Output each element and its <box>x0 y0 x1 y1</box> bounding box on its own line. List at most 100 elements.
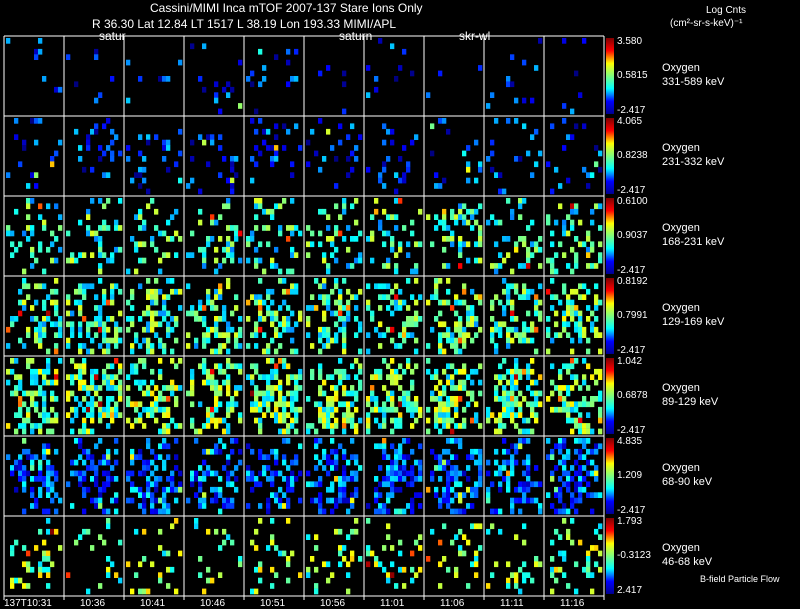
heatmap-cell <box>598 417 603 424</box>
heatmap-cell <box>366 401 371 408</box>
heatmap-cell <box>562 572 567 578</box>
heatmap-cell <box>406 316 411 322</box>
heatmap-cell <box>102 412 107 418</box>
heatmap-cell <box>266 390 271 397</box>
colorbar-max: 0.6100 <box>617 196 648 207</box>
heatmap-cell <box>314 428 319 435</box>
heatmap-cell <box>342 385 347 391</box>
heatmap-cell <box>254 294 259 300</box>
heatmap-cell <box>406 332 411 338</box>
heatmap-cell <box>334 396 339 402</box>
heatmap-cell <box>546 219 551 226</box>
heatmap-cell <box>274 406 279 413</box>
heatmap-cell <box>334 156 339 162</box>
heatmap-cell <box>394 486 399 493</box>
heatmap-cell <box>214 305 219 311</box>
heatmap-cell <box>134 214 139 220</box>
heatmap-cell <box>218 545 223 551</box>
heatmap-cell <box>562 326 567 333</box>
heatmap-cell <box>522 294 527 300</box>
time-label: 10:51 <box>260 598 286 609</box>
heatmap-cell <box>398 374 403 380</box>
heatmap-cell <box>546 316 551 322</box>
heatmap-cell <box>414 268 419 275</box>
heatmap-cell <box>290 246 295 253</box>
heatmap-cell <box>598 252 603 258</box>
heatmap-cell <box>78 374 83 380</box>
heatmap-cell <box>394 305 399 311</box>
heatmap-cell <box>462 219 467 226</box>
heatmap-cell <box>94 54 99 60</box>
heatmap-cell <box>134 241 139 248</box>
heatmap-cell <box>398 396 403 402</box>
heatmap-cell <box>558 390 563 397</box>
heatmap-cell <box>510 310 515 317</box>
heatmap-cell <box>310 374 315 380</box>
heatmap-cell <box>566 134 571 140</box>
heatmap-cell <box>574 438 579 444</box>
heatmap-cell <box>30 503 35 509</box>
heatmap-cell <box>234 476 239 482</box>
heatmap-cell <box>434 406 439 413</box>
heatmap-cell <box>174 423 179 429</box>
heatmap-cell <box>214 497 219 504</box>
species-label: Oxygen 89-129 keV <box>662 381 718 409</box>
heatmap-cell <box>554 385 559 391</box>
heatmap-cell <box>518 497 523 504</box>
heatmap-cell <box>554 268 559 275</box>
heatmap-cell <box>382 139 387 146</box>
heatmap-cell <box>370 257 375 264</box>
heatmap-cell <box>398 412 403 418</box>
heatmap-cell <box>494 459 499 466</box>
heatmap-cell <box>406 321 411 328</box>
heatmap-cell <box>494 508 499 515</box>
heatmap-cell <box>526 263 531 269</box>
heatmap-cell <box>134 528 139 535</box>
heatmap-cell <box>326 128 331 135</box>
heatmap-cell <box>42 508 47 515</box>
heatmap-cell <box>278 278 283 284</box>
heatmap-cell <box>58 246 63 253</box>
heatmap-cell <box>558 374 563 380</box>
heatmap-cell <box>162 438 167 444</box>
heatmap-cell <box>486 583 491 589</box>
heatmap-cell <box>582 326 587 333</box>
heatmap-cell <box>410 70 415 77</box>
heatmap-cell <box>294 428 299 435</box>
heatmap-cell <box>166 252 171 258</box>
heatmap-cell <box>26 454 31 460</box>
heatmap-cell <box>442 118 447 124</box>
heatmap-cell <box>222 246 227 253</box>
heatmap-cell <box>578 310 583 317</box>
heatmap-cell <box>134 337 139 344</box>
heatmap-cell <box>382 508 387 515</box>
heatmap-cell <box>218 236 223 242</box>
heatmap-cell <box>194 518 199 524</box>
heatmap-cell <box>558 443 563 450</box>
heatmap-cell <box>534 396 539 402</box>
heatmap-cell <box>30 252 35 258</box>
heatmap-cell <box>382 123 387 130</box>
heatmap-cell <box>498 252 503 258</box>
heatmap-cell <box>38 332 43 338</box>
heatmap-cell <box>38 118 43 124</box>
heatmap-cell <box>102 294 107 300</box>
heatmap-cell <box>510 326 515 333</box>
heatmap-cell <box>458 348 463 355</box>
heatmap-cell <box>390 326 395 333</box>
heatmap-cell <box>578 539 583 546</box>
heatmap-cell <box>194 337 199 344</box>
heatmap-cell <box>582 465 587 471</box>
heatmap-cell <box>138 448 143 455</box>
heatmap-cell <box>286 465 291 471</box>
heatmap-cell <box>338 497 343 504</box>
heatmap-cell <box>382 241 387 248</box>
heatmap-cell <box>334 497 339 504</box>
heatmap-cell <box>526 428 531 435</box>
heatmap-cell <box>194 438 199 444</box>
heatmap-cell <box>550 572 555 578</box>
heatmap-cell <box>578 465 583 471</box>
heatmap-cell <box>382 230 387 237</box>
heatmap-cell <box>202 316 207 322</box>
heatmap-cell <box>234 401 239 408</box>
